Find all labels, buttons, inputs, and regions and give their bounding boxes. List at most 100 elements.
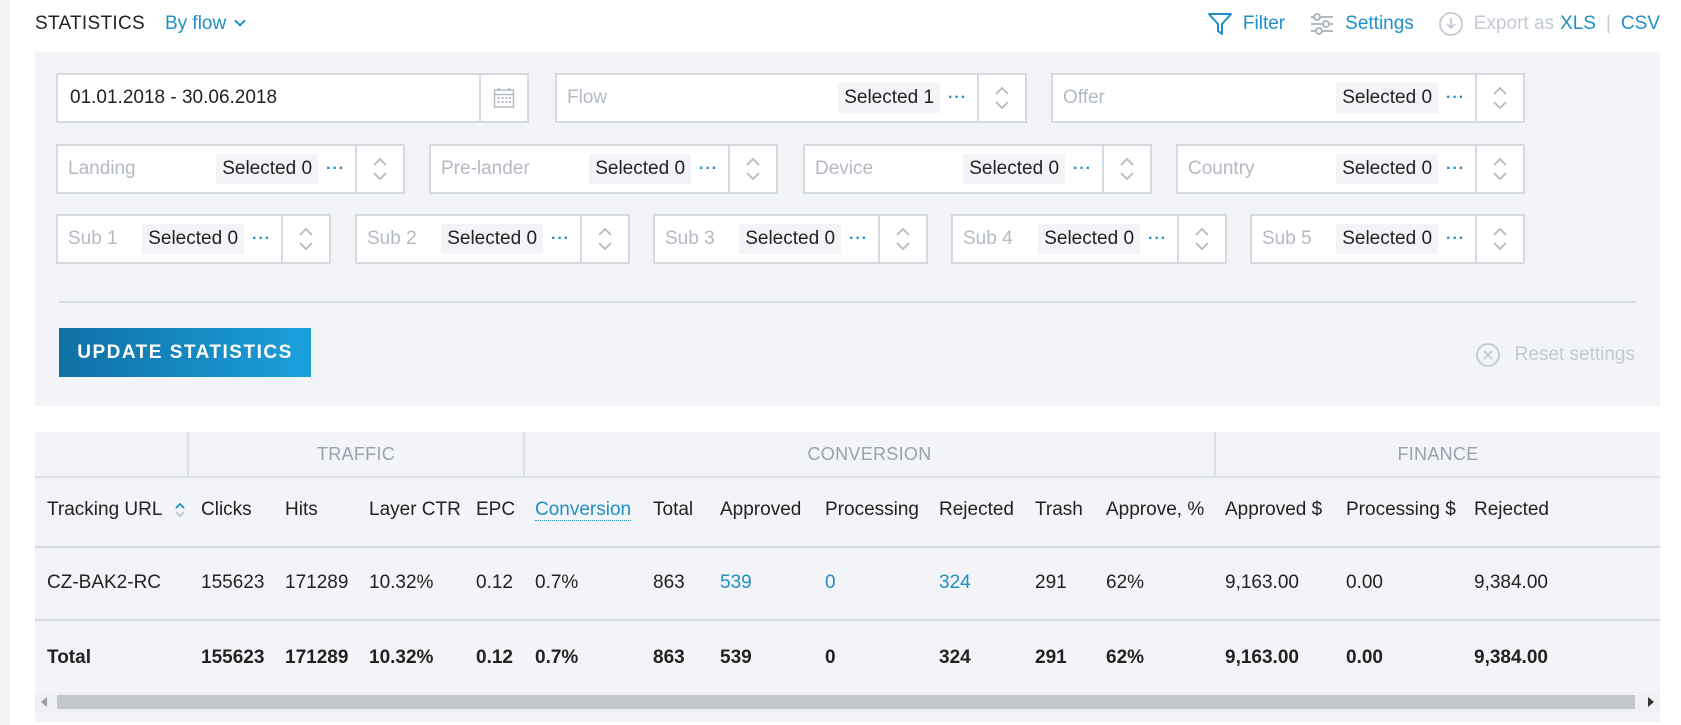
sub5-selected-count: Selected 0 [1336,224,1439,254]
calendar-button[interactable] [479,75,527,121]
sub4-selected-count: Selected 0 [1038,224,1141,254]
sub1-spinner[interactable] [281,216,329,262]
export-csv-link[interactable]: CSV [1620,13,1660,34]
sub1-selected-count: Selected 0 [142,224,245,254]
column-header-epc[interactable]: EPC [476,499,516,520]
sub5-more-button[interactable]: ··· [1446,230,1465,247]
column-header-total[interactable]: Total [653,499,694,520]
flow-spinner[interactable] [977,75,1025,121]
device-spinner[interactable] [1102,146,1150,192]
spinner-arrows-icon [1493,157,1507,181]
offer-spinner[interactable] [1475,75,1523,121]
sub1-field[interactable]: Sub 1 Selected 0 ··· [56,214,331,264]
landing-spinner[interactable] [355,146,403,192]
sub3-spinner[interactable] [878,216,926,262]
column-header-processing[interactable]: Processing [825,499,919,520]
device-placeholder: Device [815,158,874,179]
column-header-layer-ctr[interactable]: Layer CTR [369,499,461,520]
sub4-field[interactable]: Sub 4 Selected 0 ··· [951,214,1227,264]
landing-more-button[interactable]: ··· [326,160,345,177]
sub3-field[interactable]: Sub 3 Selected 0 ··· [653,214,928,264]
spinner-arrows-icon [995,86,1009,110]
column-header-processing-usd[interactable]: Processing $ [1346,499,1456,520]
column-header-conversion[interactable]: Conversion [535,499,632,521]
column-header-trash[interactable]: Trash [1035,499,1083,520]
column-header-approved-usd[interactable]: Approved $ [1225,499,1323,520]
totals-label: Total [47,647,91,668]
column-header-approve-pct[interactable]: Approve, % [1106,499,1205,520]
prelander-field[interactable]: Pre-lander Selected 0 ··· [429,144,778,194]
horizontal-scrollbar[interactable] [35,692,1660,712]
country-spinner[interactable] [1475,146,1523,192]
sub5-field[interactable]: Sub 5 Selected 0 ··· [1250,214,1525,264]
sub3-more-button[interactable]: ··· [849,230,868,247]
sub5-spinner[interactable] [1475,216,1523,262]
landing-placeholder: Landing [68,158,136,179]
sub2-more-button[interactable]: ··· [551,230,570,247]
calendar-icon [493,88,515,108]
column-header-clicks[interactable]: Clicks [201,499,252,520]
sub4-more-button[interactable]: ··· [1148,230,1167,247]
sub1-more-button[interactable]: ··· [252,230,271,247]
flow-more-button[interactable]: ··· [948,89,967,106]
prelander-spinner[interactable] [728,146,776,192]
header-row-divider [35,546,1660,548]
column-header-rejected-usd[interactable]: Rejected [1474,499,1549,520]
row-processing-usd: 0.00 [1346,572,1383,593]
row-approved-link[interactable]: 539 [720,572,752,593]
sub4-spinner[interactable] [1177,216,1225,262]
filter-panel: 01.01.2018 - 30.06.2018 Flow Selected 1 … [35,52,1660,406]
column-header-conversion-label: Conversion [535,499,632,521]
date-range-value: 01.01.2018 - 30.06.2018 [70,87,278,108]
column-header-approved[interactable]: Approved [720,499,802,520]
export-xls-link[interactable]: XLS [1560,13,1596,34]
column-header-tracking-url[interactable]: Tracking URL [47,499,185,521]
country-field[interactable]: Country Selected 0 ··· [1176,144,1525,194]
device-more-button[interactable]: ··· [1073,160,1092,177]
landing-field[interactable]: Landing Selected 0 ··· [56,144,405,194]
column-header-rejected[interactable]: Rejected [939,499,1014,520]
scroll-right-arrow-icon[interactable] [1648,697,1654,707]
totals-total: 863 [653,647,685,668]
offer-more-button[interactable]: ··· [1446,89,1465,106]
settings-button[interactable]: Settings [1309,12,1414,36]
country-selected-count: Selected 0 [1336,154,1439,184]
row-rejected-link[interactable]: 324 [939,572,971,593]
header-bar: STATISTICS By flow Filter [35,0,1660,48]
sub2-spinner[interactable] [580,216,628,262]
device-field[interactable]: Device Selected 0 ··· [803,144,1152,194]
filter-button[interactable]: Filter [1207,11,1285,37]
group-header-empty [35,432,187,478]
scroll-thumb[interactable] [57,695,1635,709]
update-statistics-button[interactable]: UPDATE STATISTICS [59,328,311,377]
offer-placeholder: Offer [1063,87,1105,108]
group-header-traffic: TRAFFIC [187,432,523,478]
group-header-conversion: CONVERSION [523,432,1214,478]
column-header-hits[interactable]: Hits [285,499,318,520]
offer-field[interactable]: Offer Selected 0 ··· [1051,73,1525,123]
group-by-dropdown[interactable]: By flow [165,13,246,35]
export-separator: | [1605,13,1611,34]
prelander-placeholder: Pre-lander [441,158,530,179]
header-actions: Filter Settings Expor [1207,11,1660,37]
sub4-placeholder: Sub 4 [963,228,1013,249]
sort-icon [175,502,185,518]
spinner-arrows-icon [896,227,910,251]
totals-approved-usd: 9,163.00 [1225,647,1299,668]
totals-processing-usd: 0.00 [1346,647,1383,668]
flow-field[interactable]: Flow Selected 1 ··· [555,73,1027,123]
country-more-button[interactable]: ··· [1446,160,1465,177]
totals-processing: 0 [825,647,836,668]
totals-trash: 291 [1035,647,1067,668]
reset-settings-button[interactable]: Reset settings [1475,342,1635,368]
prelander-more-button[interactable]: ··· [699,160,718,177]
settings-label: Settings [1345,13,1414,34]
sub2-field[interactable]: Sub 2 Selected 0 ··· [355,214,630,264]
sub3-placeholder: Sub 3 [665,228,715,249]
row-trash: 291 [1035,572,1067,593]
spinner-arrows-icon [299,227,313,251]
scroll-left-arrow-icon[interactable] [41,697,47,707]
row-approved-usd: 9,163.00 [1225,572,1299,593]
row-processing-link[interactable]: 0 [825,572,836,593]
date-range-field[interactable]: 01.01.2018 - 30.06.2018 [56,73,529,123]
